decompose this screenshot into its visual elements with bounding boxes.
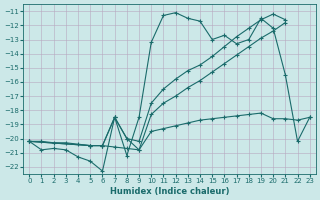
X-axis label: Humidex (Indice chaleur): Humidex (Indice chaleur) (110, 187, 229, 196)
